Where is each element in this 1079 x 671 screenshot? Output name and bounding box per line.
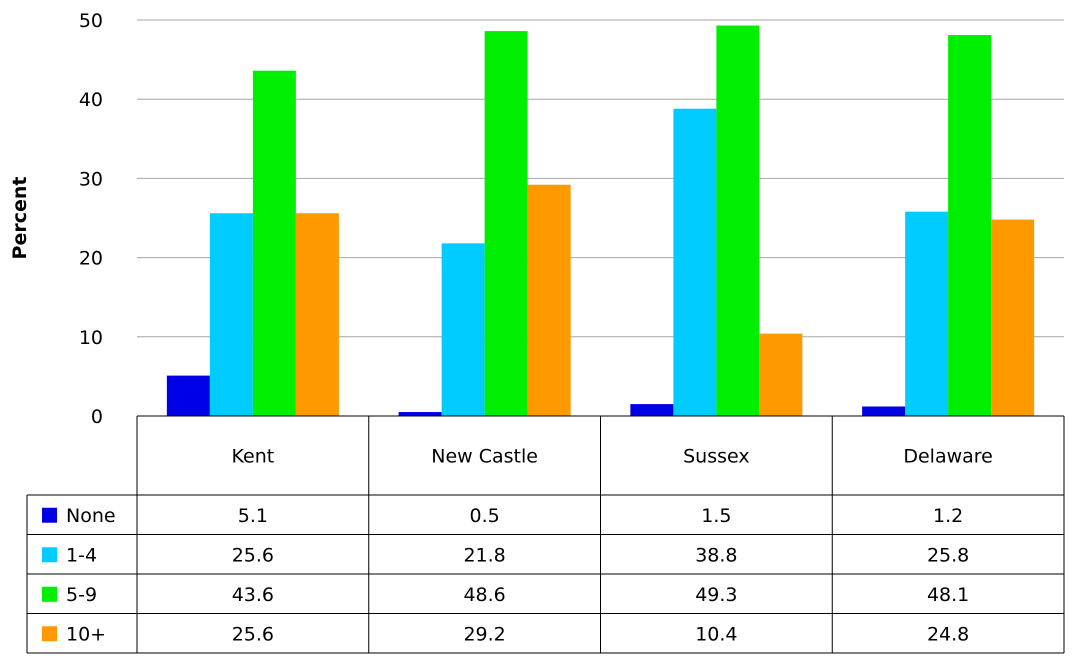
- data-value: 43.6: [232, 584, 274, 606]
- bar-10+-Sussex: [759, 333, 803, 416]
- legend-label: 5-9: [66, 584, 97, 606]
- data-value: 49.3: [695, 584, 737, 606]
- y-tick-label: 50: [79, 10, 103, 32]
- legend-swatch: [42, 586, 57, 602]
- data-value: 5.1: [238, 505, 268, 527]
- y-tick-label: 40: [79, 89, 103, 111]
- legend-label: 1-4: [66, 544, 97, 566]
- legend-swatch: [42, 547, 57, 563]
- category-label: Delaware: [903, 446, 993, 468]
- bar-10+-Delaware: [991, 219, 1035, 416]
- category-label: Sussex: [683, 446, 750, 468]
- bar-1-4-Sussex: [673, 108, 717, 416]
- bar-None-Sussex: [630, 404, 674, 416]
- bar-None-Kent: [166, 375, 210, 416]
- data-value: 0.5: [470, 505, 500, 527]
- bar-1-4-Kent: [209, 213, 253, 416]
- bar-layer: [166, 25, 1035, 417]
- data-value: 25.6: [232, 544, 274, 566]
- bar-5-9-Kent: [252, 70, 296, 417]
- bar-10+-Kent: [295, 213, 339, 416]
- data-value: 29.2: [463, 623, 505, 645]
- data-table: Kent New Castle Sussex Delaware None 5.1 0.5 1.…: [26, 415, 1065, 654]
- data-value: 1.2: [933, 505, 963, 527]
- data-value: 21.8: [463, 544, 505, 566]
- y-tick-label: 30: [79, 168, 103, 190]
- bar-None-Delaware: [862, 406, 906, 416]
- legend-swatch: [42, 507, 57, 523]
- bar-1-4-New Castle: [441, 243, 485, 416]
- data-value: 1.5: [701, 505, 731, 527]
- bar-10+-New Castle: [527, 184, 571, 416]
- y-axis-label: Percent: [9, 177, 31, 260]
- category-label: New Castle: [431, 446, 538, 468]
- category-label: Kent: [232, 446, 275, 468]
- data-value: 25.6: [232, 623, 274, 645]
- y-tick-label: 20: [79, 248, 103, 270]
- data-value: 38.8: [695, 544, 737, 566]
- legend-label: 10+: [66, 623, 106, 645]
- label-layer: Percent: [9, 177, 31, 260]
- y-tick-label: 0: [91, 406, 103, 428]
- bar-None-New Castle: [398, 412, 442, 416]
- data-value: 48.1: [927, 584, 969, 606]
- data-value: 24.8: [927, 623, 969, 645]
- bar-5-9-Sussex: [716, 25, 760, 416]
- data-value: 25.8: [927, 544, 969, 566]
- data-value: 10.4: [695, 623, 737, 645]
- legend-label: None: [66, 505, 116, 527]
- data-value: 48.6: [463, 584, 505, 606]
- bar-5-9-New Castle: [484, 31, 528, 416]
- bar-5-9-Delaware: [948, 35, 992, 416]
- legend-swatch: [42, 626, 57, 642]
- y-tick-label: 10: [79, 327, 103, 349]
- bar-1-4-Delaware: [905, 211, 949, 416]
